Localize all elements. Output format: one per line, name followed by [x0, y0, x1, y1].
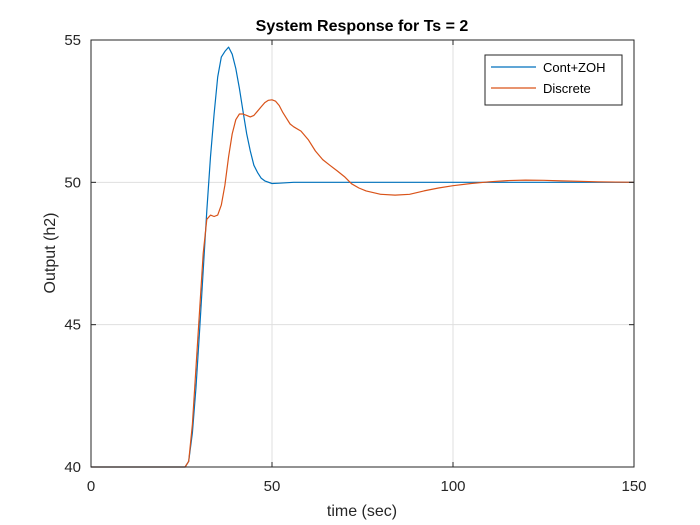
y-tick-label: 50: [64, 174, 81, 191]
x-tick-label: 150: [621, 478, 646, 495]
series-line-discrete: [91, 99, 635, 468]
plot-area: [91, 40, 634, 467]
y-axis-title: Output (h2): [42, 213, 59, 294]
series-line-cont-zoh: [91, 46, 634, 468]
y-tick-label: 45: [64, 317, 81, 334]
chart-title: System Response for Ts = 2: [256, 18, 469, 35]
axes: 0 50 100 150 40 45 50 55: [64, 32, 646, 495]
x-tick-label: 0: [87, 478, 95, 495]
legend-box: [484, 54, 623, 106]
series-layer: [91, 46, 635, 468]
plot-area-border: [90, 39, 635, 468]
x-tick-label: 100: [440, 478, 465, 495]
y-tick-label: 55: [64, 32, 81, 49]
x-tick-label: 50: [264, 478, 281, 495]
legend: Cont+ZOH Discrete: [484, 54, 623, 106]
legend-label: Discrete: [543, 81, 591, 96]
x-axis-title: time (sec): [327, 503, 397, 520]
y-tick-label: 40: [64, 459, 81, 476]
legend-label: Cont+ZOH: [543, 60, 606, 75]
